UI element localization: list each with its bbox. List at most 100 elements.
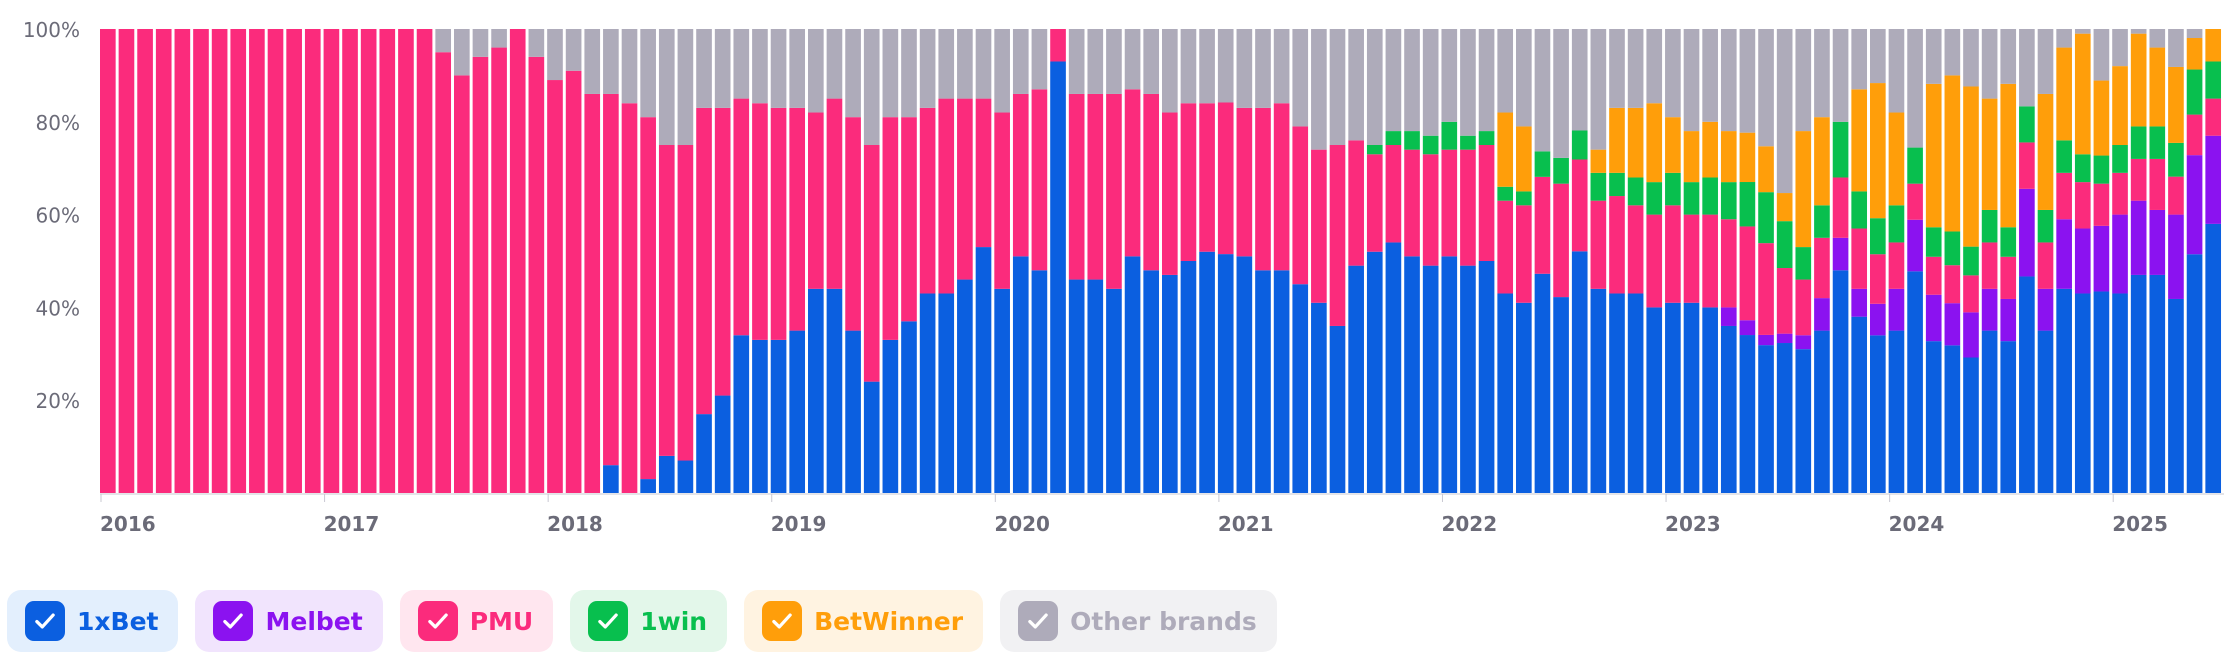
checkmark-icon	[588, 601, 629, 641]
bar-segment-melbet	[1795, 335, 1812, 350]
bar-segment-other-brands	[1888, 29, 1905, 113]
bar-segment-pmu	[286, 29, 302, 493]
bar-segment-pmu	[509, 29, 526, 493]
bar-segment-pmu	[1385, 145, 1402, 243]
bar-segment-pmu	[1702, 214, 1718, 308]
bar-segment-pmu	[454, 75, 470, 494]
bar-segment-1xbet	[1609, 293, 1625, 493]
bar-segment-other-brands	[994, 29, 1010, 113]
bar-segment-pmu	[1366, 154, 1383, 252]
bar-segment-1xbet	[1385, 242, 1402, 493]
bar-segment-pmu	[1683, 214, 1700, 303]
bar-segment-other-brands	[1720, 29, 1737, 132]
bar-segment-other-brands	[733, 29, 750, 99]
x-tick-label: 2020	[994, 512, 1050, 536]
bar-segment-other-brands	[1236, 29, 1253, 108]
bar-segment-1xbet	[957, 279, 973, 493]
bar-segment-other-brands	[826, 29, 843, 99]
bar-segment-betwinner	[2168, 66, 2184, 143]
bar-segment-betwinner	[1963, 86, 1979, 247]
bar-segment-pmu	[304, 29, 321, 493]
bar-segment-1xbet	[2037, 330, 2054, 493]
legend-toggle-1win[interactable]: 1win	[570, 590, 728, 652]
legend-toggle-1xbet[interactable]: 1xBet	[7, 590, 179, 652]
legend-toggle-betwinner[interactable]: BetWinner	[744, 590, 984, 652]
bar-segment-1win	[2037, 209, 2054, 243]
bar-segment-pmu	[1627, 205, 1644, 294]
legend-label: Other brands	[1070, 606, 1257, 636]
legend-toggle-pmu[interactable]: PMU	[399, 590, 554, 652]
bar-segment-pmu	[1832, 177, 1849, 238]
bar-segment-1xbet	[1683, 302, 1700, 493]
bar-segment-betwinner	[1776, 193, 1793, 222]
bar-segment-1xbet	[696, 414, 712, 493]
bar-segment-1xbet	[845, 330, 861, 493]
bar-segment-pmu	[584, 93, 601, 494]
bar-segment-betwinner	[1590, 149, 1607, 173]
bar-segment-other-brands	[1031, 29, 1048, 90]
bar-segment-pmu	[1665, 205, 1681, 303]
bar-segment-other-brands	[1068, 29, 1085, 94]
bar-segment-pmu	[1963, 275, 1979, 313]
bar-segment-pmu	[603, 93, 619, 466]
bar-segment-other-brands	[1348, 29, 1364, 141]
bar-segment-1xbet	[1106, 288, 1122, 493]
bar-segment-pmu	[1348, 140, 1364, 266]
bar-segment-other-brands	[1516, 29, 1532, 127]
bar-segment-1xbet	[752, 339, 768, 493]
bar-segment-other-brands	[1758, 29, 1774, 147]
bar-segment-melbet	[1851, 288, 1868, 317]
bar-segment-pmu	[994, 112, 1010, 289]
bar-segment-pmu	[193, 29, 209, 493]
bar-segment-1xbet	[603, 465, 619, 493]
bar-segment-melbet	[1925, 294, 1942, 342]
bar-segment-1win	[1944, 231, 1961, 266]
bar-segment-1xbet	[1012, 256, 1029, 493]
bar-segment-other-brands	[1925, 29, 1942, 84]
bar-segment-1xbet	[1180, 261, 1197, 493]
bar-segment-1win	[1441, 121, 1458, 150]
checkmark-icon	[213, 601, 254, 641]
bar-segment-pmu	[230, 29, 247, 493]
bar-segment-pmu	[2056, 172, 2072, 220]
bar-segment-melbet	[1776, 333, 1793, 344]
bar-segment-pmu	[1311, 149, 1327, 303]
bar-segment-1xbet	[640, 479, 656, 493]
bar-segment-betwinner	[2130, 33, 2147, 127]
bar-segment-1xbet	[1739, 335, 1756, 493]
bar-segment-pmu	[1870, 254, 1886, 304]
bar-segment-other-brands	[603, 29, 619, 94]
bar-segment-1win	[1814, 205, 1830, 238]
bar-segment-pmu	[696, 107, 712, 415]
bar-segment-melbet	[2056, 219, 2072, 289]
bar-segment-pmu	[323, 29, 340, 493]
bar-segment-pmu	[1422, 154, 1439, 266]
bar-segment-pmu	[826, 98, 843, 289]
bar-segment-pmu	[2093, 183, 2110, 226]
bar-segment-pmu	[1571, 159, 1588, 252]
bar-segment-other-brands	[863, 29, 880, 145]
bar-segment-1xbet	[789, 330, 806, 493]
bar-segment-pmu	[714, 107, 731, 396]
bar-segment-pmu	[1050, 29, 1066, 62]
bar-segment-melbet	[1739, 320, 1756, 336]
bar-segment-betwinner	[1944, 75, 1961, 232]
bar-segment-1xbet	[1870, 335, 1886, 493]
bar-segment-1xbet	[2186, 254, 2203, 493]
bar-segment-pmu	[2112, 172, 2128, 215]
bar-segment-1win	[2205, 61, 2222, 99]
bar-segment-pmu	[1888, 242, 1905, 289]
bar-segment-pmu	[1720, 219, 1737, 308]
legend-label: 1win	[640, 606, 708, 636]
checkmark-icon	[1018, 601, 1059, 641]
legend-toggle-melbet[interactable]: Melbet	[195, 590, 383, 652]
x-tick-label: 2022	[1441, 512, 1497, 536]
bar-segment-pmu	[2037, 242, 2054, 289]
bar-segment-1win	[2000, 227, 2017, 257]
legend-toggle-other-brands[interactable]: Other brands	[1000, 590, 1277, 652]
bar-segment-other-brands	[677, 29, 694, 145]
bar-segment-pmu	[1273, 103, 1290, 271]
bar-segment-melbet	[2205, 135, 2222, 224]
bar-segment-other-brands	[1366, 29, 1383, 145]
bar-segment-1xbet	[1907, 271, 1923, 493]
